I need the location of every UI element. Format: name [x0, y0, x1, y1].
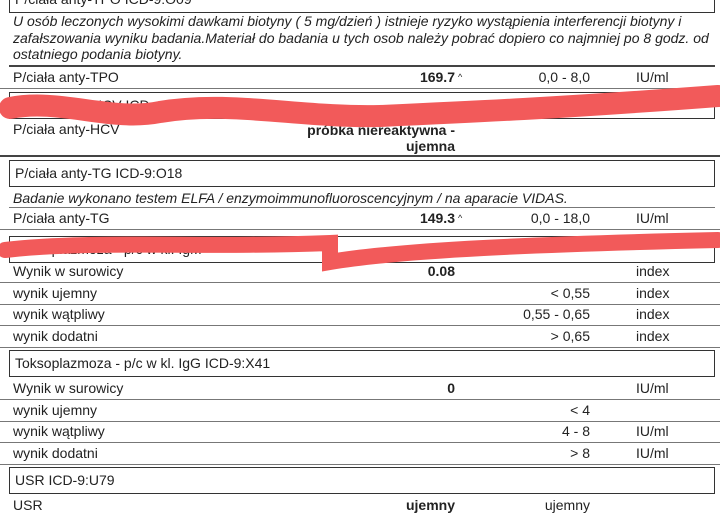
table-row: Wynik w surowicy 0 IU/ml	[0, 378, 720, 400]
section-header: P/ciała anty-TPO ICD-9:O09	[9, 0, 715, 13]
table-row: Wynik w surowicy 0.08 index	[0, 261, 720, 283]
elfa-note: Badanie wykonano testem ELFA / enzymoimm…	[13, 190, 568, 206]
table-row: P/ciała anty-TG 149.3 ^ 0,0 - 18,0 IU/ml	[0, 208, 720, 230]
table-row: wynik wątpliwy 0,55 - 0,65 index	[0, 304, 720, 326]
table-row: USR ujemny ujemny	[13, 497, 590, 513]
table-row: wynik wątpliwy 4 - 8 IU/ml	[0, 421, 720, 443]
table-row: P/ciała anty-TPO 169.7 ^ 0,0 - 8,0 IU/ml	[0, 67, 720, 89]
table-row: wynik ujemny < 4	[0, 400, 720, 422]
section-header: Toksoplazmoza - p/c w kl. IgG ICD-9:X41	[9, 350, 715, 377]
table-row: wynik ujemny < 0,55 index	[0, 283, 720, 305]
table-row: P/ciała anty-HCV próbka niereaktywna - uj…	[0, 119, 720, 157]
biotin-note: U osób leczonych wysokimi dawkami biotyn…	[13, 13, 709, 62]
section-header: USR ICD-9:U79	[9, 467, 715, 494]
table-row: wynik dodatni > 0,65 index	[0, 326, 720, 348]
section-header: P/ciała anty-TG ICD-9:O18	[9, 160, 715, 187]
table-row: wynik dodatni > 8 IU/ml	[0, 443, 720, 465]
